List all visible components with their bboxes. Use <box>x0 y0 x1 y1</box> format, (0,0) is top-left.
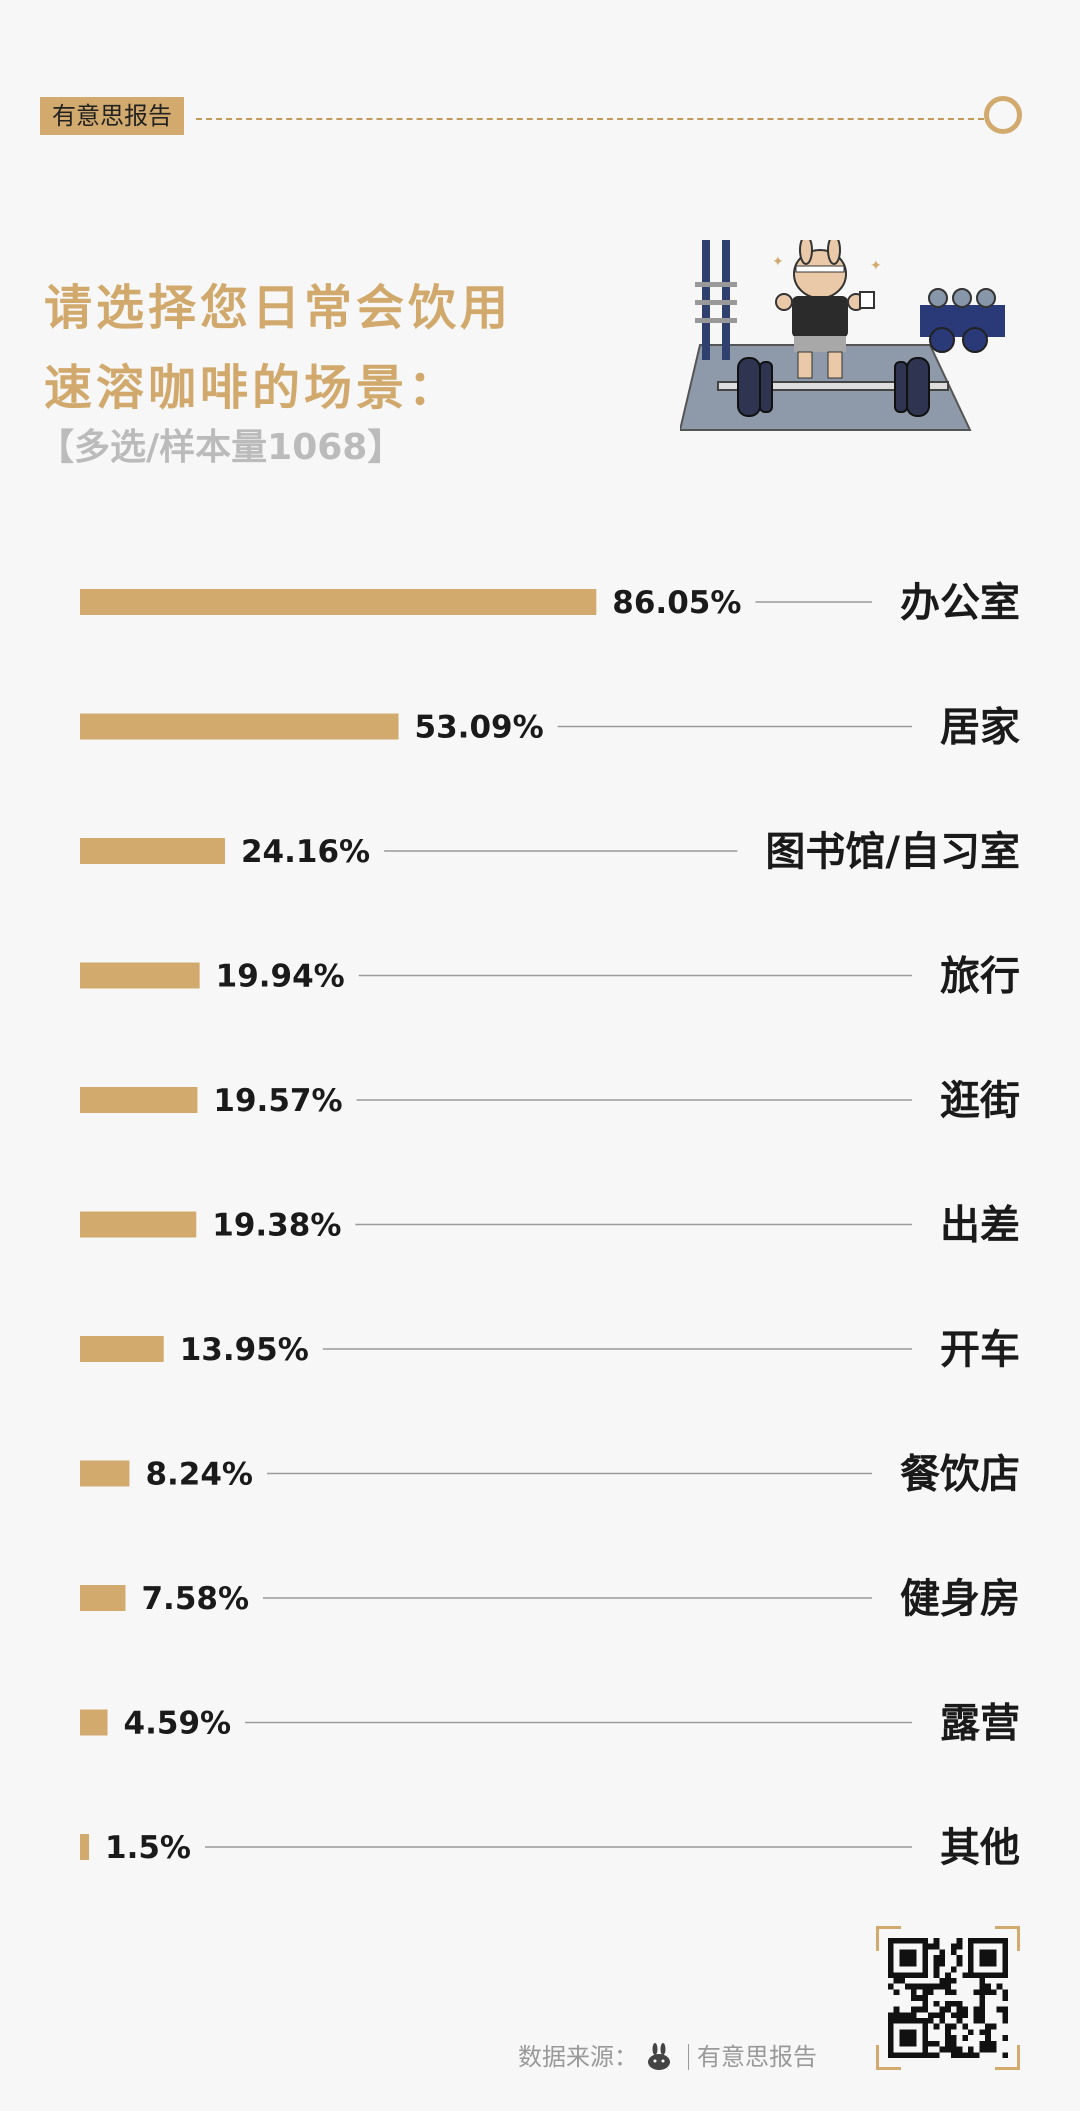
category-label: 其他 <box>940 1825 1020 1871</box>
bar <box>80 589 597 615</box>
svg-text:✦: ✦ <box>870 258 882 274</box>
bar <box>80 1709 108 1736</box>
value-label: 13.95% <box>180 1332 309 1368</box>
data-source: 数据来源： 有意思报告 <box>518 2041 817 2072</box>
bar <box>80 962 200 989</box>
brand-tag: 有意思报告 <box>40 97 184 135</box>
value-label: 86.05% <box>612 585 741 621</box>
category-label: 旅行 <box>940 954 1020 1000</box>
bar <box>80 1087 198 1113</box>
bar <box>80 1834 89 1860</box>
value-label: 19.94% <box>216 959 345 995</box>
title-line-1: 请选择您日常会饮用 <box>44 280 513 336</box>
source-name: 有意思报告 <box>697 2043 817 2071</box>
source-label: 数据来源： <box>518 2043 638 2071</box>
value-label: 4.59% <box>124 1706 232 1742</box>
rabbit-logo-icon <box>648 2043 670 2070</box>
category-label: 出差 <box>940 1203 1020 1249</box>
category-label: 健身房 <box>900 1576 1020 1622</box>
qr-code-icon[interactable] <box>888 1938 1008 2058</box>
title-line-2: 速溶咖啡的场景： <box>44 360 461 416</box>
value-label: 19.57% <box>213 1083 342 1119</box>
bar <box>80 1336 164 1362</box>
category-label: 逛街 <box>940 1078 1020 1124</box>
header-dashed-line <box>196 118 984 120</box>
bar <box>80 1460 130 1487</box>
chart-rows: 86.05% 办公室 53.09% 居家 24.16% 图书馆/自习室 19.94% 旅行 19… <box>80 580 1020 1871</box>
bar <box>80 713 399 740</box>
bar <box>80 1211 197 1238</box>
value-label: 1.5% <box>105 1830 191 1866</box>
category-label: 图书馆/自习室 <box>765 829 1020 875</box>
chart-title: 请选择您日常会饮用 速溶咖啡的场景： <box>44 268 512 428</box>
category-label: 居家 <box>940 705 1020 751</box>
weightlifting-rabbit-illustration: ✦ ✦ <box>680 240 1005 431</box>
category-label: 餐饮店 <box>900 1452 1020 1498</box>
category-label: 开车 <box>940 1327 1020 1373</box>
category-label: 办公室 <box>900 580 1020 626</box>
qr-code-frame <box>876 1926 1020 2070</box>
bar <box>80 1585 126 1611</box>
value-label: 7.58% <box>141 1581 249 1617</box>
svg-text:✦: ✦ <box>772 254 784 270</box>
value-label: 19.38% <box>212 1208 341 1244</box>
value-label: 53.09% <box>415 710 544 746</box>
value-label: 8.24% <box>145 1457 253 1493</box>
category-label: 露营 <box>940 1701 1020 1747</box>
bar-chart: 86.05% 办公室 53.09% 居家 24.16% 图书馆/自习室 19.94% 旅行 19… <box>80 580 1020 1871</box>
chart-subtitle: 【多选/样本量1068】 <box>38 427 404 468</box>
value-label: 24.16% <box>241 834 370 870</box>
bar <box>80 838 225 864</box>
header-circle-icon <box>984 96 1022 134</box>
